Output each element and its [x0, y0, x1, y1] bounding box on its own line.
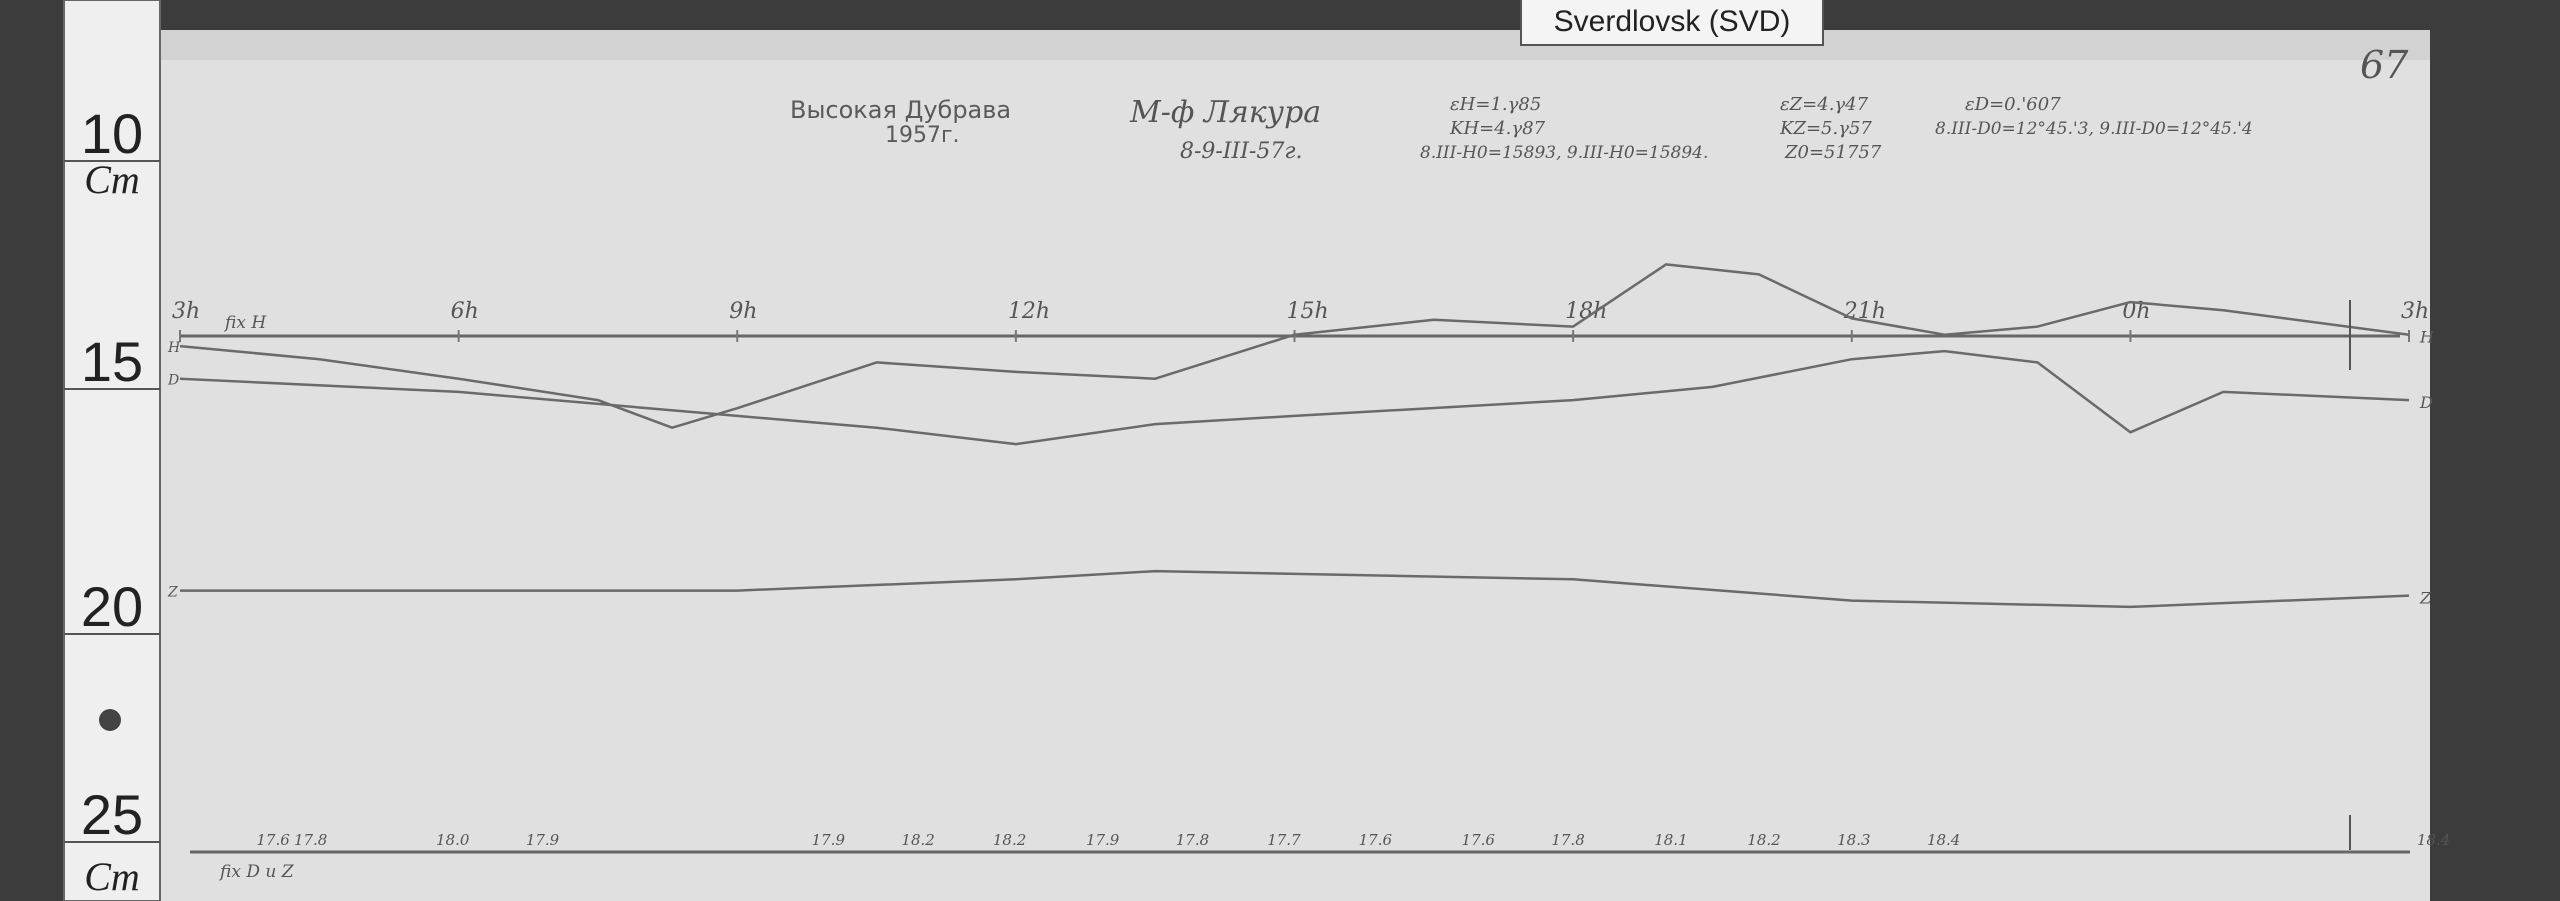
- temperature-label: 18.1: [1654, 831, 1687, 849]
- sheet-number: 67: [2360, 43, 2409, 87]
- observatory-name: Высокая Дубрава: [790, 96, 1011, 124]
- trace-d: [179, 349, 2410, 446]
- trace-label-z: Z: [2419, 589, 2432, 608]
- temperature-label: 17.6: [1359, 831, 1393, 849]
- temperature-label: 18.2: [993, 831, 1026, 849]
- ruler-label: 15: [81, 330, 143, 393]
- station-label: Sverdlovsk (SVD): [1520, 0, 1824, 46]
- ruler-unit: Cm: [84, 157, 140, 202]
- trace-label-d: D: [2419, 393, 2433, 412]
- temperature-label: 18.2: [1747, 831, 1780, 849]
- temperature-label: 18.4: [1927, 831, 1960, 849]
- ruler: [63, 0, 161, 901]
- constant-eps-h: εH=1.γ85: [1450, 94, 1541, 115]
- x-tick-label: 15h: [1287, 299, 1329, 324]
- constant-z0: Z0=51757: [1784, 142, 1882, 163]
- ruler-hole: [99, 709, 121, 731]
- dates: 8-9-III-57г.: [1180, 139, 1302, 164]
- constant-k-h: KH=4.γ87: [1449, 118, 1546, 139]
- temperature-label: 17.9: [526, 831, 560, 849]
- x-tick-label: 9h: [729, 299, 757, 324]
- x-tick-label: 3h: [2401, 299, 2429, 324]
- temperature-label: 17.9: [1086, 831, 1120, 849]
- constant-eps-d: εD=0.'607: [1965, 94, 2061, 115]
- temperature-label: 18.0: [436, 831, 470, 849]
- ruler-unit: Cm: [84, 854, 140, 899]
- trace-label-left-d: D: [167, 373, 179, 389]
- trace-label-left-h: H: [167, 340, 181, 356]
- temperature-label: 18.3: [1837, 831, 1870, 849]
- x-tick-label: 12h: [1008, 299, 1050, 324]
- trace-z: [180, 569, 2410, 609]
- temperature-label: 17.8: [1176, 831, 1209, 849]
- ruler-label: 10: [81, 102, 143, 165]
- constant-k-z: KZ=5.γ57: [1779, 118, 1872, 139]
- ruler-label: 20: [81, 575, 143, 638]
- temperature-label: 17.8: [1551, 831, 1584, 849]
- instrument: М-ф Лякура: [1129, 95, 1321, 130]
- constant-d0: 8.III-D0=12°45.'3, 9.III-D0=12°45.'4: [1935, 119, 2253, 139]
- year: 1957г.: [885, 123, 960, 148]
- temperature-label: 18.4: [2417, 831, 2450, 849]
- dz-baseline-label: fix D и Z: [218, 862, 295, 882]
- x-tick-label: 3h: [172, 299, 200, 324]
- h-baseline-label: fix H: [223, 313, 267, 333]
- constant-eps-z: εZ=4.γ47: [1780, 94, 1869, 115]
- paper-sheet: [160, 30, 2430, 901]
- temperature-label: 17.8: [294, 831, 327, 849]
- paper-top-fold: [160, 30, 2430, 60]
- constant-h0: 8.III-H0=15893, 9.III-H0=15894.: [1420, 143, 1708, 163]
- ruler-label: 25: [81, 783, 143, 846]
- temperature-label: 17.6: [256, 831, 290, 849]
- x-tick-label: 18h: [1565, 299, 1607, 324]
- temperature-label: 17.6: [1462, 831, 1496, 849]
- temperature-label: 17.9: [812, 831, 846, 849]
- trace-label-h: H: [2419, 328, 2435, 347]
- temperature-label: 17.7: [1267, 831, 1301, 849]
- x-tick-label: 6h: [451, 299, 479, 324]
- trace-label-left-z: Z: [167, 585, 178, 601]
- temperature-label: 18.2: [901, 831, 934, 849]
